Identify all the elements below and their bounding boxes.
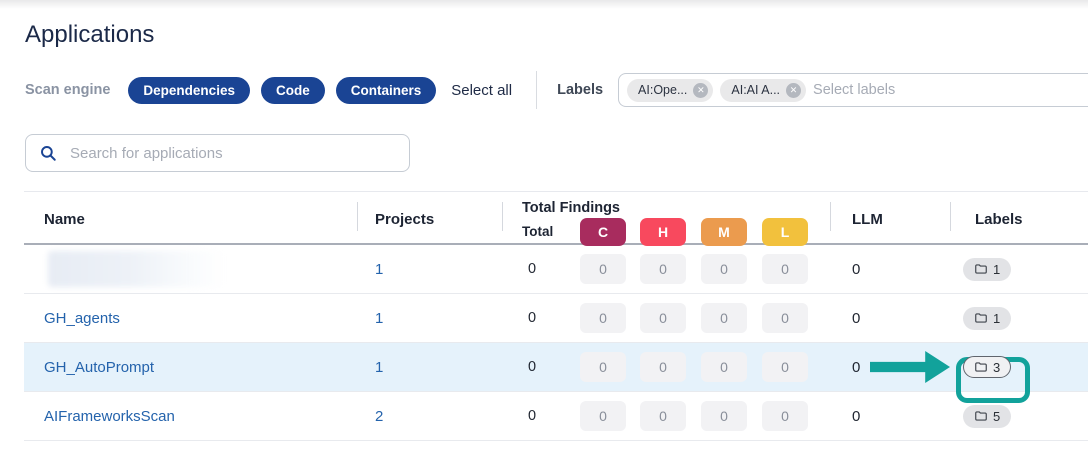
total-findings-cell: 0 bbox=[528, 310, 537, 326]
scan-engine-label: Scan engine bbox=[25, 82, 111, 98]
critical-count-chip[interactable]: 0 bbox=[580, 254, 626, 284]
select-all-link[interactable]: Select all bbox=[451, 81, 513, 99]
scan-engine-pill-containers[interactable]: Containers bbox=[335, 76, 437, 104]
application-name-link[interactable]: AIFrameworksScan bbox=[44, 407, 175, 425]
application-name-cell: AIFrameworksScan bbox=[24, 408, 357, 425]
application-name-link[interactable]: GH_AutoPrompt bbox=[44, 358, 155, 376]
critical-count-chip[interactable]: 0 bbox=[580, 352, 626, 382]
severity-badge-critical[interactable]: C bbox=[580, 217, 626, 246]
low-count-chip[interactable]: 0 bbox=[762, 254, 808, 284]
application-name-cell: GH_AutoPrompt bbox=[24, 359, 357, 376]
low-count-chip[interactable]: 0 bbox=[762, 303, 808, 333]
label-chip-text: AI:Ope... bbox=[638, 83, 688, 97]
scan-engine-pill-dependencies[interactable]: Dependencies bbox=[128, 76, 250, 104]
low-count-chip[interactable]: 0 bbox=[762, 401, 808, 431]
labels-count: 5 bbox=[993, 408, 1001, 424]
labels-count-pill[interactable]: 5 bbox=[963, 404, 1012, 428]
table-row: 1 0 0 0 0 0 0 1 bbox=[24, 245, 1088, 294]
scan-engine-pill-code[interactable]: Code bbox=[260, 76, 325, 104]
filter-bar: Scan engine Dependencies Code Containers… bbox=[25, 71, 1088, 109]
high-count-chip[interactable]: 0 bbox=[640, 352, 686, 382]
application-name-cell bbox=[24, 251, 357, 287]
critical-count-chip[interactable]: 0 bbox=[580, 303, 626, 333]
labels-count-pill[interactable]: 1 bbox=[963, 257, 1012, 281]
application-name-link[interactable]: GH_agents bbox=[44, 309, 120, 327]
application-name-cell: GH_agents bbox=[24, 310, 357, 327]
total-findings-cell: 0 bbox=[528, 261, 537, 277]
labels-filter-label: Labels bbox=[557, 82, 604, 98]
table-row: AIFrameworksScan 2 0 0 0 0 0 0 5 bbox=[24, 392, 1088, 441]
projects-cell: 1 bbox=[357, 359, 502, 376]
search-input[interactable] bbox=[70, 144, 396, 162]
severity-badge-low[interactable]: L bbox=[762, 217, 808, 246]
table-row: GH_agents 1 0 0 0 0 0 0 1 bbox=[24, 294, 1088, 343]
projects-cell: 1 bbox=[357, 310, 502, 327]
label-chip-text: AI:AI A... bbox=[731, 83, 781, 97]
medium-count-chip[interactable]: 0 bbox=[701, 303, 747, 333]
col-header-total-findings: Total Findings bbox=[522, 199, 620, 216]
projects-count-link[interactable]: 1 bbox=[375, 358, 384, 376]
labels-cell: 5 bbox=[950, 404, 1088, 428]
labels-cell: 1 bbox=[950, 257, 1088, 281]
folder-icon bbox=[975, 411, 987, 421]
projects-count-link[interactable]: 1 bbox=[375, 260, 384, 278]
application-search[interactable] bbox=[25, 134, 410, 172]
medium-count-chip[interactable]: 0 bbox=[701, 401, 747, 431]
labels-count: 1 bbox=[993, 261, 1001, 277]
projects-cell: 2 bbox=[357, 408, 502, 425]
high-count-chip[interactable]: 0 bbox=[640, 254, 686, 284]
annotation-arrow bbox=[870, 351, 950, 383]
col-header-llm[interactable]: LLM bbox=[852, 210, 883, 228]
label-chip: AI:AI A... ✕ bbox=[720, 78, 807, 102]
folder-icon bbox=[975, 313, 987, 323]
labels-cell: 1 bbox=[950, 306, 1088, 330]
col-header-name[interactable]: Name bbox=[44, 210, 85, 228]
labels-cell: 3 bbox=[950, 356, 1088, 403]
llm-count-cell: 0 bbox=[852, 260, 861, 278]
llm-count-cell: 0 bbox=[852, 407, 861, 425]
top-shadow bbox=[0, 0, 1088, 9]
high-count-chip[interactable]: 0 bbox=[640, 303, 686, 333]
total-findings-cell: 0 bbox=[528, 359, 537, 375]
severity-badge-medium[interactable]: M bbox=[701, 217, 747, 246]
labels-count-pill[interactable]: 1 bbox=[963, 306, 1012, 330]
labels-count: 1 bbox=[993, 310, 1001, 326]
header-column-divider bbox=[950, 202, 951, 231]
col-header-projects[interactable]: Projects bbox=[375, 210, 435, 228]
projects-count-link[interactable]: 2 bbox=[375, 407, 384, 425]
llm-count-cell: 0 bbox=[852, 309, 861, 327]
header-column-divider bbox=[357, 202, 358, 231]
severity-badge-high[interactable]: H bbox=[640, 217, 686, 246]
labels-select-input[interactable]: AI:Ope... ✕ AI:AI A... ✕ bbox=[618, 73, 1088, 107]
header-column-divider bbox=[502, 202, 503, 231]
col-header-labels[interactable]: Labels bbox=[975, 210, 1023, 228]
label-chip: AI:Ope... ✕ bbox=[627, 78, 714, 102]
table-row: GH_AutoPrompt 1 0 0 0 0 0 0 3 bbox=[24, 343, 1088, 403]
col-header-total[interactable]: Total bbox=[522, 224, 554, 239]
redacted-application-name bbox=[48, 251, 226, 287]
critical-count-chip[interactable]: 0 bbox=[580, 401, 626, 431]
applications-table: Name Projects Total Findings Total C H M… bbox=[24, 191, 1088, 441]
labels-count: 3 bbox=[993, 359, 1001, 375]
medium-count-chip[interactable]: 0 bbox=[701, 352, 747, 382]
low-count-chip[interactable]: 0 bbox=[762, 352, 808, 382]
projects-cell: 1 bbox=[357, 261, 502, 278]
high-count-chip[interactable]: 0 bbox=[640, 401, 686, 431]
page-title: Applications bbox=[25, 21, 155, 48]
table-header: Name Projects Total Findings Total C H M… bbox=[24, 191, 1088, 246]
labels-count-pill[interactable]: 3 bbox=[963, 356, 1012, 378]
remove-label-icon[interactable]: ✕ bbox=[693, 82, 709, 98]
projects-count-link[interactable]: 1 bbox=[375, 309, 384, 327]
search-icon bbox=[41, 146, 56, 161]
folder-icon bbox=[975, 264, 987, 274]
remove-label-icon[interactable]: ✕ bbox=[786, 82, 802, 98]
header-column-divider bbox=[830, 202, 831, 231]
medium-count-chip[interactable]: 0 bbox=[701, 254, 747, 284]
filter-divider bbox=[536, 71, 538, 109]
folder-icon bbox=[975, 362, 987, 372]
labels-text-input[interactable] bbox=[813, 82, 1080, 98]
llm-count-cell: 0 bbox=[852, 358, 861, 376]
total-findings-cell: 0 bbox=[528, 408, 537, 424]
